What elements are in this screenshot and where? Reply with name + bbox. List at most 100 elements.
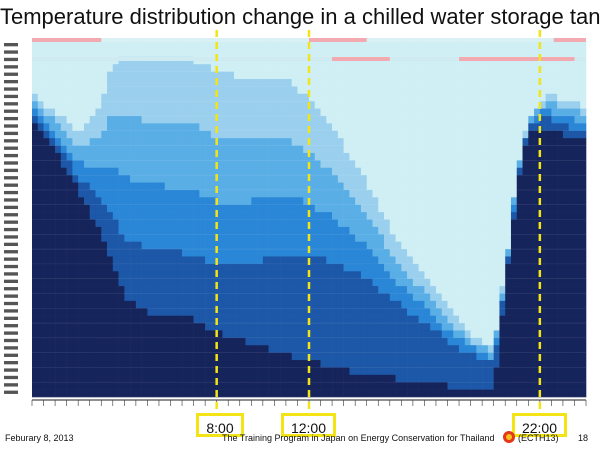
heatmap-cell xyxy=(470,300,477,309)
heatmap-cell xyxy=(176,115,183,124)
heatmap-cell xyxy=(43,382,50,390)
heatmap-cell xyxy=(349,42,356,50)
heatmap-cell xyxy=(366,389,373,398)
heatmap-cell xyxy=(539,241,546,250)
heatmap-cell xyxy=(372,219,379,228)
heatmap-cell xyxy=(407,49,414,58)
heatmap-cell xyxy=(349,241,356,250)
heatmap-cell xyxy=(424,337,431,346)
heatmap-cell xyxy=(487,93,494,102)
heatmap-cell xyxy=(343,197,350,206)
heatmap-cell xyxy=(343,308,350,316)
heatmap-cell xyxy=(158,278,166,287)
heatmap-cell xyxy=(182,204,189,213)
heatmap-cell xyxy=(176,256,183,265)
heatmap-cell xyxy=(280,360,287,368)
heatmap-cell xyxy=(72,78,79,87)
heatmap-cell xyxy=(424,249,431,257)
heatmap-cell xyxy=(95,345,102,353)
heatmap-cell xyxy=(216,337,223,346)
heatmap-cell xyxy=(55,175,62,183)
heatmap-cell xyxy=(551,389,558,398)
heatmap-cell xyxy=(262,189,269,198)
heatmap-cell xyxy=(430,42,437,50)
heatmap-cell xyxy=(441,64,448,72)
heatmap-cell xyxy=(297,197,304,206)
heatmap-cell xyxy=(285,189,292,198)
heatmap-cell xyxy=(216,42,223,50)
heatmap-cell xyxy=(170,123,177,132)
heatmap-cell xyxy=(210,308,217,316)
heatmap-cell xyxy=(557,389,564,398)
heatmap-cell xyxy=(118,123,125,132)
heatmap-cell xyxy=(118,286,125,294)
heatmap-cell xyxy=(528,389,535,398)
heatmap-cell xyxy=(430,197,437,206)
heatmap-cell xyxy=(522,300,529,309)
heatmap-cell xyxy=(337,152,344,161)
heatmap-cell xyxy=(170,278,177,287)
heatmap-cell xyxy=(141,219,148,228)
heatmap-cell xyxy=(332,152,339,161)
heatmap-cell xyxy=(262,308,269,316)
heatmap-cell xyxy=(193,293,200,302)
heatmap-cell xyxy=(274,367,281,376)
heatmap-cell xyxy=(170,360,177,368)
heatmap-cell xyxy=(130,93,137,102)
heatmap-cell xyxy=(355,226,362,235)
heatmap-cell xyxy=(257,300,264,309)
heatmap-cell xyxy=(476,241,483,250)
heatmap-cell xyxy=(153,160,160,169)
heatmap-cell xyxy=(135,78,142,87)
heatmap-cell xyxy=(141,64,148,72)
heatmap-cell xyxy=(170,249,177,257)
heatmap-cell xyxy=(568,78,575,87)
heatmap-cell xyxy=(297,182,304,191)
heatmap-cell xyxy=(326,293,333,302)
heatmap-cell xyxy=(349,204,356,213)
heatmap-cell xyxy=(210,241,217,250)
heatmap-cell xyxy=(164,271,171,279)
heatmap-cell xyxy=(510,167,518,176)
heatmap-cell xyxy=(60,241,67,250)
heatmap-cell xyxy=(384,337,391,346)
heatmap-cell xyxy=(193,271,200,279)
heatmap-cell xyxy=(510,204,518,213)
heatmap-cell xyxy=(78,271,85,279)
heatmap-cell xyxy=(216,330,223,339)
heatmap-cell xyxy=(470,234,477,242)
heatmap-cell xyxy=(158,123,166,132)
heatmap-cell xyxy=(349,175,356,183)
heatmap-cell xyxy=(262,197,269,206)
heatmap-cell xyxy=(337,234,344,242)
heatmap-cell xyxy=(268,352,275,361)
heatmap-cell xyxy=(545,93,552,102)
heatmap-cell xyxy=(285,152,292,161)
heatmap-cell xyxy=(170,160,177,169)
heatmap-cell xyxy=(274,352,281,361)
heatmap-cell xyxy=(551,367,558,376)
heatmap-cell xyxy=(372,308,379,316)
heatmap-cell xyxy=(112,382,119,390)
heatmap-cell xyxy=(291,360,298,368)
heatmap-cell xyxy=(280,271,287,279)
heatmap-cell xyxy=(291,226,298,235)
heatmap-cell xyxy=(372,263,379,272)
heatmap-cell xyxy=(470,130,477,139)
heatmap-cell xyxy=(66,189,73,198)
heatmap-cell xyxy=(107,337,114,346)
heatmap-cell xyxy=(83,286,91,294)
heatmap-cell xyxy=(453,108,460,117)
heatmap-cell xyxy=(332,234,339,242)
heatmap-cell xyxy=(447,345,454,353)
heatmap-cell xyxy=(199,271,206,279)
heatmap-cell xyxy=(205,78,212,87)
heatmap-cell xyxy=(562,263,569,272)
heatmap-cell xyxy=(580,249,587,257)
heatmap-cell xyxy=(378,315,385,324)
heatmap-cell xyxy=(193,315,200,324)
heatmap-cell xyxy=(72,93,79,102)
heatmap-cell xyxy=(424,323,431,331)
heatmap-cell xyxy=(118,175,125,183)
heatmap-cell xyxy=(516,374,523,383)
